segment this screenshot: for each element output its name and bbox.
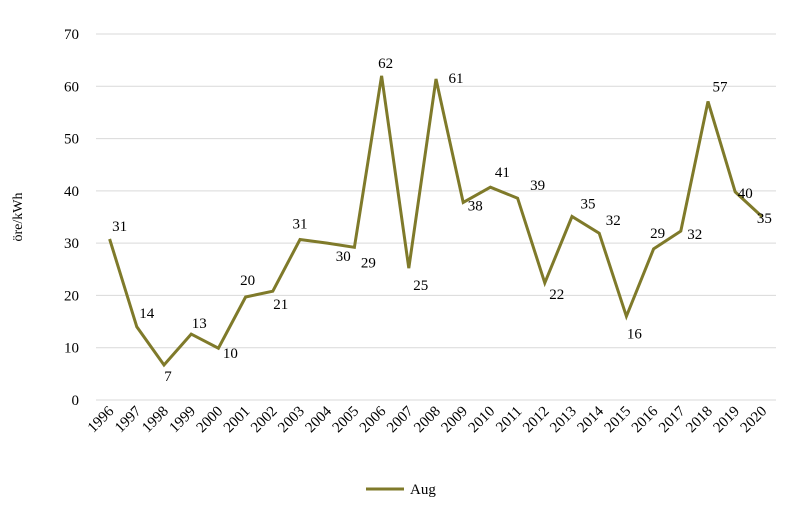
x-tick-label: 2020	[738, 404, 771, 437]
data-label: 31	[293, 216, 308, 232]
series-line-aug	[108, 75, 764, 368]
x-tick-label: 2001	[221, 404, 254, 437]
data-label: 61	[449, 71, 464, 87]
legend-label-aug: Aug	[410, 482, 436, 498]
data-label: 21	[273, 297, 288, 313]
data-label: 31	[112, 219, 127, 235]
x-tick-label: 2011	[493, 404, 525, 436]
x-tick-label: 2017	[656, 403, 689, 436]
x-tick-label: 1999	[167, 404, 200, 437]
x-tick-label: 2015	[602, 404, 635, 437]
data-label: 14	[139, 306, 155, 322]
data-label: 35	[581, 196, 596, 212]
x-tick-label: 2010	[466, 404, 499, 437]
y-tick-label: 60	[64, 79, 79, 95]
legend: Aug	[366, 482, 436, 498]
x-axis-ticks: 1996199719981999200020012002200320042005…	[85, 403, 770, 436]
data-label: 20	[240, 273, 255, 289]
x-tick-label: 2018	[683, 404, 716, 437]
data-label: 29	[361, 255, 376, 271]
x-tick-label: 2012	[520, 404, 553, 437]
data-label: 29	[650, 226, 665, 242]
y-tick-label: 20	[64, 288, 79, 304]
data-label: 22	[549, 287, 564, 303]
data-label: 57	[713, 79, 729, 95]
y-tick-label: 50	[64, 132, 79, 148]
data-label: 41	[495, 165, 510, 181]
data-label: 16	[627, 326, 643, 342]
data-label: 32	[606, 213, 621, 229]
data-label: 32	[687, 227, 702, 243]
x-tick-label: 2008	[411, 404, 444, 437]
data-label: 38	[468, 198, 483, 214]
y-axis-label: öre/kWh	[11, 193, 26, 242]
x-tick-label: 2004	[303, 403, 336, 436]
x-tick-label: 2006	[357, 403, 390, 436]
y-tick-label: 10	[64, 341, 79, 357]
x-tick-label: 2002	[248, 404, 281, 437]
data-label: 30	[336, 249, 351, 265]
x-tick-label: 2003	[275, 404, 308, 437]
x-tick-label: 1996	[85, 403, 118, 436]
x-tick-label: 2016	[629, 403, 662, 436]
y-axis-ticks: 0 10 20 30 40 50 60 70	[64, 27, 79, 409]
series-group	[108, 75, 764, 368]
y-tick-label: 40	[64, 184, 79, 200]
x-tick-label: 2000	[194, 404, 227, 437]
x-tick-label: 2005	[330, 404, 363, 437]
data-label: 10	[223, 346, 238, 362]
data-label: 25	[413, 278, 428, 294]
x-tick-label: 2014	[575, 403, 608, 436]
x-tick-label: 2019	[711, 404, 744, 437]
data-label: 13	[192, 316, 207, 332]
y-tick-label: 70	[64, 27, 79, 43]
data-label: 7	[164, 369, 172, 385]
gridlines	[96, 33, 776, 401]
x-tick-label: 2007	[384, 403, 417, 436]
data-labels: 31 14 7 13 10 20 21 31 30 29 62 25 61 38 41 39 22 35 32 16 2…	[112, 56, 772, 385]
data-label: 35	[757, 211, 772, 227]
x-tick-label: 2009	[439, 404, 472, 437]
x-tick-label: 1998	[139, 404, 172, 437]
x-tick-label: 2013	[547, 404, 580, 437]
x-tick-label: 1997	[112, 403, 145, 436]
data-label: 40	[738, 186, 753, 202]
y-tick-label: 0	[72, 393, 80, 409]
y-tick-label: 30	[64, 236, 79, 252]
data-label: 62	[378, 56, 393, 72]
data-label: 39	[530, 178, 545, 194]
